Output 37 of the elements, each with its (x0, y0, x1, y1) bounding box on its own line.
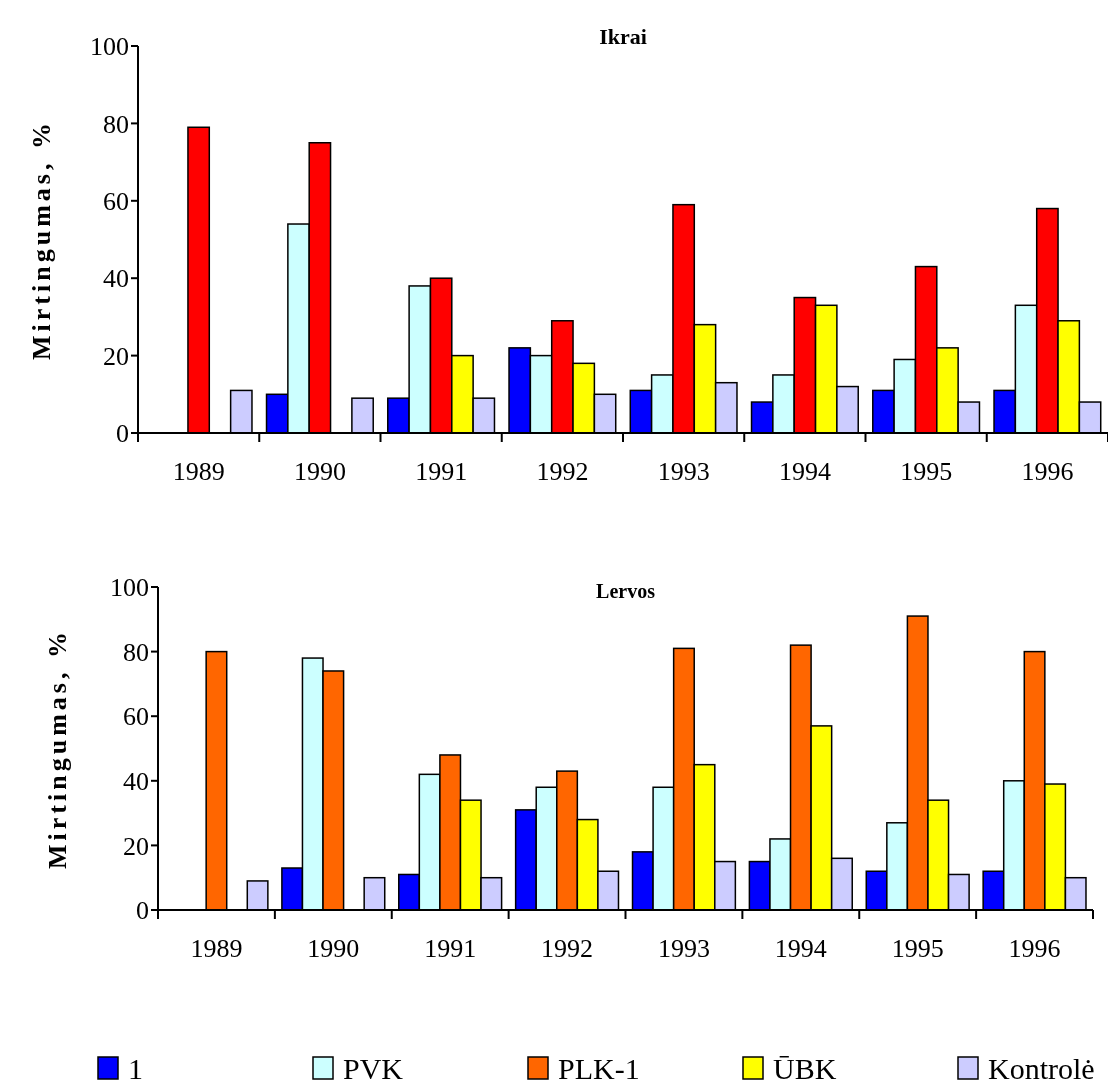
legend-label: Kontrolė (988, 1051, 1095, 1083)
x-tick-label: 1996 (1021, 457, 1074, 486)
x-tick-label: 1991 (415, 457, 468, 486)
y-tick-label: 100 (110, 573, 149, 603)
chart-title: Lervos (596, 580, 656, 602)
legend-label: PLK-1 (558, 1051, 640, 1083)
y-tick-label: 40 (123, 766, 149, 796)
legend-label: ŪBK (773, 1051, 837, 1083)
legend-label: PVK (343, 1051, 404, 1083)
y-tick-label: 80 (123, 637, 149, 667)
x-tick-label: 1990 (307, 934, 360, 963)
x-tick-label: 1996 (1008, 934, 1061, 963)
x-tick-label: 1991 (424, 934, 477, 963)
x-tick-label: 1990 (293, 457, 346, 486)
x-tick-label: 1993 (657, 457, 710, 486)
y-tick-label: 100 (90, 32, 129, 62)
y-axis-title: Mirtingumas, % (27, 119, 56, 360)
x-tick-label: 1989 (190, 934, 243, 963)
y-tick-label: 60 (123, 702, 149, 732)
chart-title: Ikrai (599, 24, 647, 49)
y-tick-label: 80 (103, 109, 129, 139)
x-tick-label: 1995 (891, 934, 944, 963)
x-tick-label: 1994 (778, 457, 831, 486)
x-tick-label: 1992 (541, 934, 594, 963)
x-tick-label: 1989 (172, 457, 225, 486)
y-tick-label: 20 (123, 831, 149, 861)
x-tick-label: 1993 (657, 934, 710, 963)
y-tick-label: 0 (136, 896, 149, 926)
x-tick-label: 1992 (536, 457, 589, 486)
x-tick-label: 1995 (900, 457, 953, 486)
x-tick-label: 1994 (774, 934, 827, 963)
y-tick-label: 60 (103, 186, 129, 216)
legend-label: 1 (128, 1051, 143, 1083)
y-tick-label: 20 (103, 341, 129, 371)
y-tick-label: 0 (116, 419, 129, 449)
y-axis-title: Mirtingumas, % (43, 628, 72, 869)
y-tick-label: 40 (103, 264, 129, 294)
